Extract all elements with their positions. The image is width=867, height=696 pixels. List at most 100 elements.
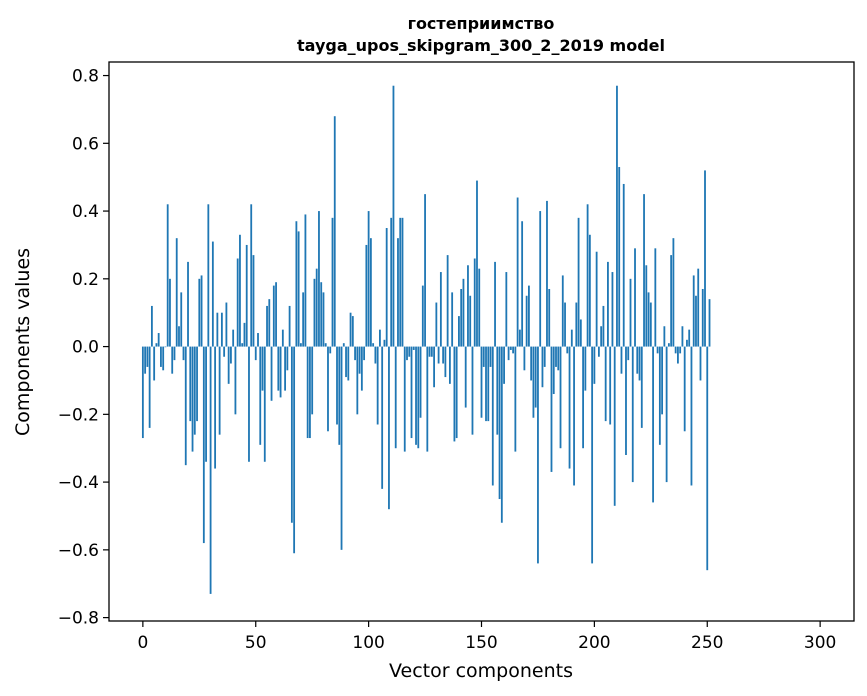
bar (374, 346, 377, 364)
bar (266, 305, 268, 347)
bar (489, 346, 492, 367)
bar (573, 346, 575, 486)
bar (272, 285, 275, 347)
bar (600, 326, 603, 347)
bars-group (141, 85, 711, 594)
bar (196, 346, 198, 422)
bar (625, 346, 627, 455)
bar (455, 346, 458, 439)
bar (187, 261, 189, 347)
bar (430, 346, 433, 357)
bar (674, 346, 677, 354)
x-tick-label: 0 (137, 633, 148, 653)
bar (234, 346, 237, 415)
bar (169, 278, 171, 347)
bar (478, 268, 481, 347)
y-tick-label: 0.2 (72, 270, 99, 290)
bar (518, 329, 521, 347)
bar (575, 302, 578, 347)
bar (155, 343, 158, 347)
bar (342, 343, 345, 347)
bar (543, 346, 546, 367)
bar (250, 204, 253, 347)
bar (189, 346, 192, 422)
bar (211, 241, 214, 347)
y-tick-label: 0.0 (72, 338, 99, 358)
bar (622, 183, 625, 347)
bar (593, 346, 596, 384)
x-tick-label: 200 (578, 633, 610, 653)
bar (640, 346, 643, 428)
bar (677, 346, 679, 364)
bar (293, 346, 296, 554)
bar (645, 265, 648, 347)
bar (496, 346, 499, 435)
bar (494, 261, 496, 347)
y-tick-label: −0.4 (58, 473, 99, 493)
x-axis-ticks: 0 50 100 150 200 250 300 (137, 621, 836, 653)
bar (148, 346, 151, 428)
bar (487, 346, 490, 422)
bar (216, 312, 219, 347)
bar (537, 346, 539, 564)
bar (363, 346, 366, 361)
bar (498, 346, 501, 500)
bar (245, 244, 248, 347)
bar (503, 346, 505, 384)
bar (566, 346, 569, 354)
x-tick-label: 300 (804, 633, 836, 653)
bar (679, 346, 682, 354)
bar (369, 238, 372, 347)
bar (550, 346, 553, 472)
bar (209, 346, 212, 594)
bar (227, 346, 230, 384)
bar (539, 211, 542, 347)
bar (439, 272, 442, 347)
y-tick-label: −0.6 (58, 541, 99, 561)
x-tick-label: 150 (465, 633, 497, 653)
bar (692, 275, 695, 347)
bar (500, 346, 503, 523)
bar (383, 339, 386, 347)
bar (412, 346, 415, 350)
bar (230, 346, 232, 364)
bar (304, 214, 307, 347)
bar (239, 234, 241, 347)
bar (636, 346, 639, 374)
bar (568, 346, 571, 469)
bar (162, 346, 165, 371)
bar (281, 329, 284, 347)
bar (408, 346, 411, 357)
bar (424, 194, 426, 347)
bar (462, 278, 465, 347)
bar (437, 346, 440, 364)
y-tick-label: 0.8 (72, 67, 99, 87)
x-tick-label: 50 (245, 633, 267, 653)
bar (627, 346, 630, 361)
bar (397, 238, 399, 347)
bar (460, 288, 463, 347)
bar (634, 248, 636, 347)
bar (360, 346, 363, 391)
bar (263, 346, 266, 462)
bar (638, 346, 641, 381)
bar (356, 346, 359, 415)
chart-title-group: гостеприимство tayga_upos_skipgram_300_2… (297, 14, 665, 55)
bar (588, 234, 591, 347)
bar (299, 343, 302, 347)
bar (482, 346, 485, 367)
bar (446, 255, 449, 347)
bar (223, 346, 226, 357)
bar (426, 346, 429, 452)
bar (548, 288, 551, 347)
bar (268, 299, 271, 347)
y-tick-label: −0.2 (58, 405, 99, 425)
bar (643, 194, 645, 347)
bar (399, 217, 402, 347)
bar (358, 346, 361, 374)
bar (688, 329, 691, 347)
bar (561, 275, 564, 347)
bar (153, 346, 156, 381)
bar (406, 346, 408, 361)
bar (451, 292, 454, 347)
